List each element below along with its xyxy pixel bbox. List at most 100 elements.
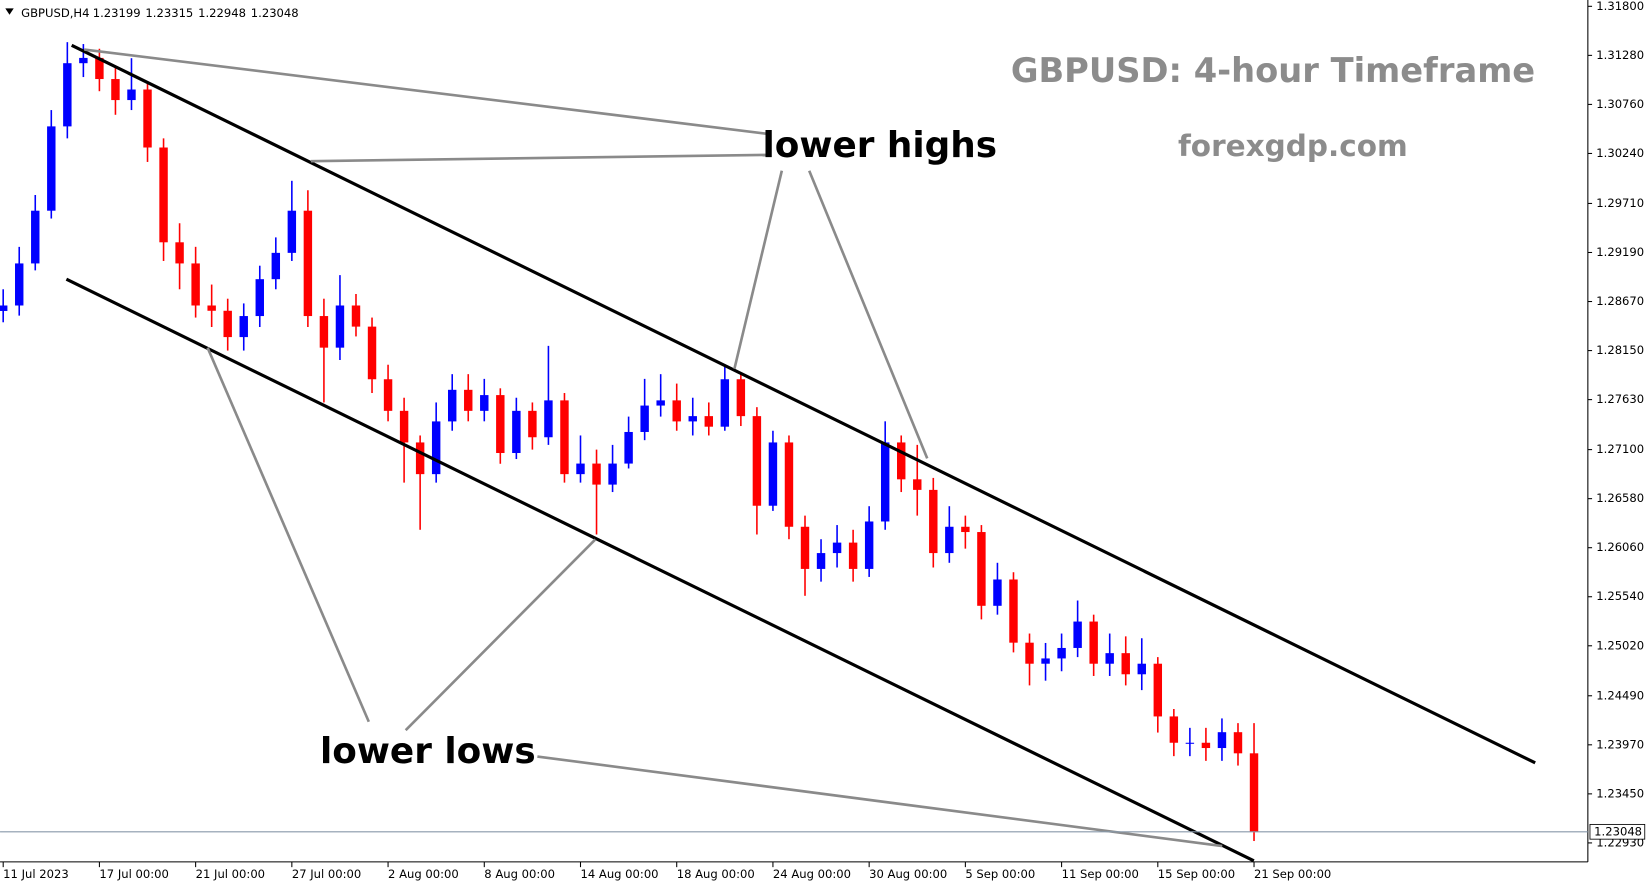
candle-body [239, 316, 248, 338]
candle-body [255, 279, 264, 317]
candle-body [1217, 732, 1227, 749]
candle-body [816, 553, 826, 569]
candle-body [993, 579, 1002, 606]
candle-body [1201, 742, 1211, 749]
candle-body [47, 126, 56, 211]
candle-body [768, 442, 778, 506]
candle-body [1137, 663, 1146, 675]
candle-body [848, 542, 858, 569]
candle-body [127, 89, 136, 101]
candle-body [784, 442, 794, 527]
candle-body [111, 79, 120, 101]
x-tick-label: 11 Jul 2023 [3, 867, 69, 881]
header-open: 1.23199 [93, 6, 141, 20]
candle-body [1249, 753, 1259, 832]
candle-body [1009, 579, 1018, 643]
plot-area [0, 42, 1259, 842]
candle-body [704, 416, 714, 427]
candle-body [319, 316, 329, 348]
pointer-line [404, 538, 597, 732]
candle-body [1089, 621, 1098, 664]
menu-triangle [5, 8, 14, 15]
candle-body [399, 410, 409, 443]
candle-body [656, 400, 665, 406]
annotation: lower highs [763, 125, 998, 166]
y-tick-label: 1.24490 [1596, 688, 1644, 702]
symbol-label: GBPUSD,H4 [21, 6, 89, 20]
candle-body [480, 395, 489, 411]
x-tick-label: 27 Jul 00:00 [292, 867, 361, 881]
y-tick-label: 1.29190 [1596, 245, 1644, 259]
candle-body [672, 400, 681, 422]
candle-body [0, 305, 8, 311]
y-tick-label: 1.23970 [1596, 737, 1644, 751]
pointer-line [733, 170, 784, 370]
pointer-line [206, 347, 371, 723]
candle-body [576, 463, 585, 475]
lower-channel-line [65, 277, 1255, 863]
x-tick-label: 5 Sep 00:00 [965, 867, 1035, 881]
candle-body [1073, 621, 1082, 648]
y-tick-label: 1.31280 [1596, 48, 1644, 62]
candle-body [367, 326, 377, 380]
y-tick-label: 1.27630 [1596, 392, 1644, 406]
candle-body [1121, 653, 1130, 675]
x-tick-label: 2 Aug 00:00 [388, 867, 459, 881]
header-low: 1.22948 [198, 6, 246, 20]
candle-body [303, 210, 313, 317]
x-tick-label: 21 Sep 00:00 [1254, 867, 1331, 881]
candle-body [415, 442, 425, 475]
candle-body [31, 210, 40, 264]
x-tick-label: 21 Jul 00:00 [196, 867, 265, 881]
candle-body [223, 310, 232, 338]
pointer-line [84, 48, 768, 136]
candle-body [175, 242, 184, 264]
candle-body [447, 389, 457, 422]
candle-body [191, 263, 200, 306]
candle-body [383, 379, 393, 411]
candle-body [688, 416, 697, 422]
y-tick-label: 1.27100 [1596, 442, 1644, 456]
pointer-line [808, 170, 929, 459]
candle-body [79, 57, 88, 64]
candle-body [752, 416, 762, 506]
x-tick-label: 14 Aug 00:00 [580, 867, 658, 881]
candle-body [1057, 647, 1066, 659]
candle-body [1185, 742, 1195, 744]
header-high: 1.23315 [145, 6, 193, 20]
candle-body [880, 442, 890, 522]
header-close: 1.23048 [251, 6, 299, 20]
x-tick-label: 15 Sep 00:00 [1158, 867, 1235, 881]
candle-body [1105, 653, 1114, 664]
candle-body [464, 389, 473, 411]
y-tick-label: 1.26060 [1596, 540, 1644, 554]
x-tick-label: 24 Aug 00:00 [773, 867, 851, 881]
candle-body [800, 526, 810, 569]
candle-body [640, 405, 649, 432]
candle-body [544, 400, 553, 438]
y-tick-label: 1.30240 [1596, 146, 1644, 160]
x-tick-label: 17 Jul 00:00 [99, 867, 168, 881]
candle-body [159, 147, 168, 243]
candle-body [945, 526, 954, 554]
y-tick-label: 1.30760 [1596, 97, 1644, 111]
y-tick-label: 1.28150 [1596, 343, 1644, 357]
candle-body [864, 521, 874, 569]
y-tick-label: 1.29710 [1596, 196, 1644, 210]
candle-body [207, 305, 216, 311]
candle-body [736, 379, 746, 417]
candle-body [977, 532, 986, 606]
pointer-line [310, 153, 768, 163]
candle-body [271, 252, 281, 280]
candle-body [63, 63, 72, 127]
x-tick-label: 30 Aug 00:00 [869, 867, 947, 881]
candle-body [287, 210, 297, 253]
candle-body [351, 305, 361, 327]
y-tick-label: 1.31800 [1596, 0, 1644, 13]
candle-body [528, 410, 537, 438]
x-tick-label: 18 Aug 00:00 [677, 867, 755, 881]
candle-body [496, 395, 505, 454]
x-tick-label: 8 Aug 00:00 [484, 867, 555, 881]
